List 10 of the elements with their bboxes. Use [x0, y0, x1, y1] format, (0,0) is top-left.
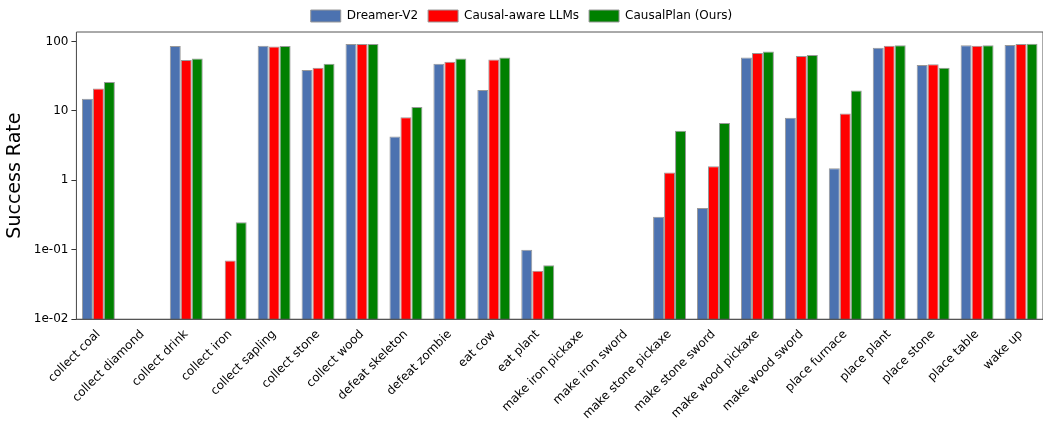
x-tick-label: eat cow [454, 326, 499, 370]
y-tick-label: 100 [45, 33, 69, 48]
legend-label: Causal-aware LLMs [464, 8, 580, 23]
y-tick-label: 10 [53, 103, 69, 118]
y-tick-label: 1 [60, 172, 69, 187]
y-axis-title: Success Rate [2, 112, 25, 239]
legend-label: CausalPlan (Ours) [625, 8, 733, 23]
y-tick-label: 1e-01 [33, 241, 69, 256]
y-tick-label: 1e-02 [33, 311, 69, 326]
legend-label: Dreamer-V2 [346, 8, 419, 23]
